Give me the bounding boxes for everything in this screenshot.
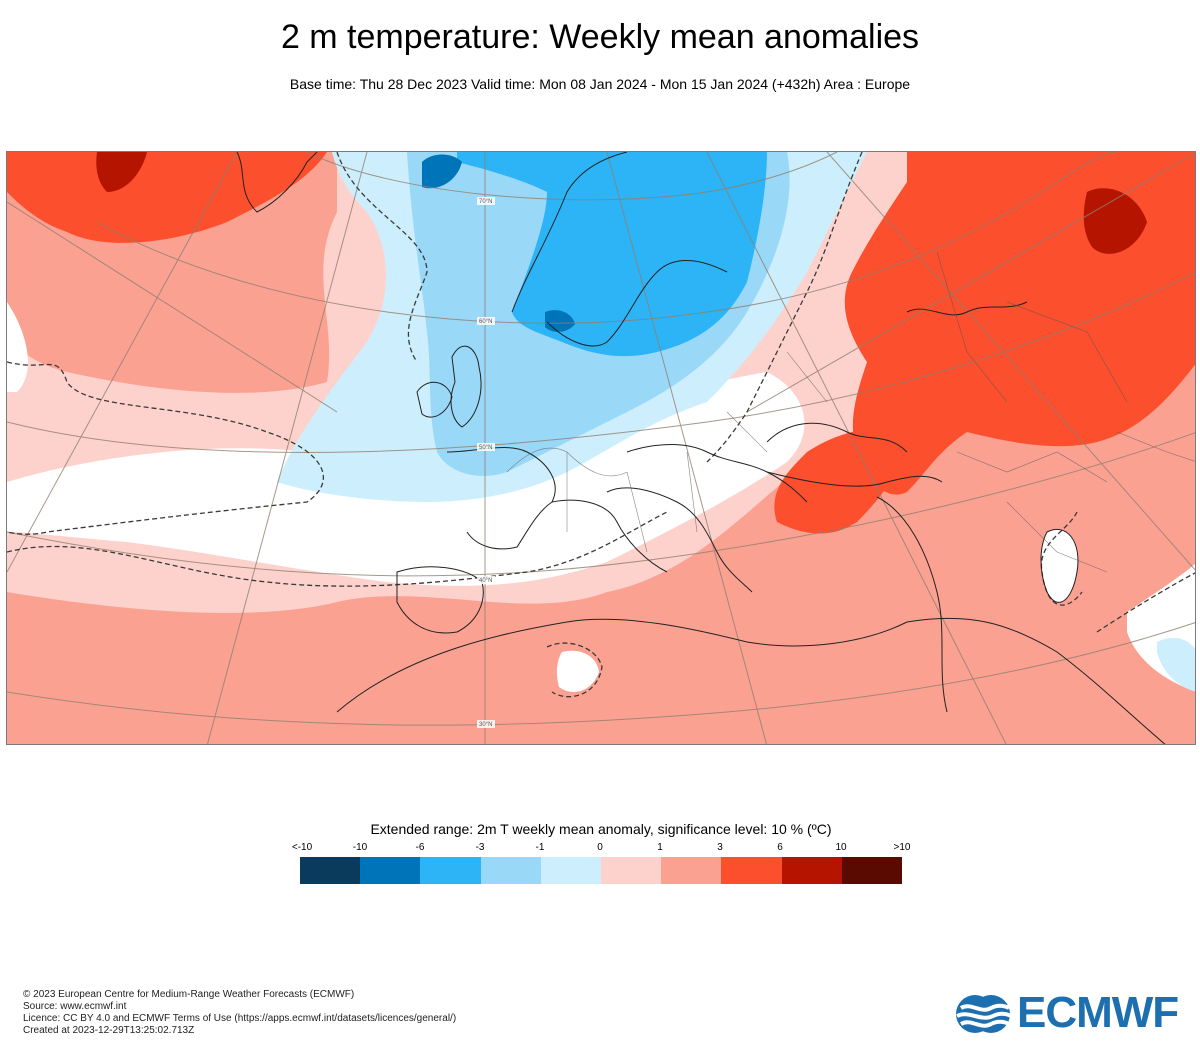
legend-swatch	[300, 857, 361, 884]
anomaly-field-strong-red-greenland	[7, 152, 327, 243]
lat-label-40: 40°N	[479, 578, 492, 584]
footer-licence: Licence: CC BY 4.0 and ECMWF Terms of Us…	[23, 1013, 457, 1024]
ecmwf-logo-icon	[956, 995, 1011, 1033]
legend-swatch	[480, 857, 541, 884]
color-legend: <-10 -10 -6 -3 -1 0 1 3 6 10 >10	[292, 840, 910, 886]
anomaly-field-dark-blue-patch-2	[545, 310, 575, 332]
legend-label: 0	[597, 842, 603, 853]
lat-label-70-bg	[477, 197, 495, 205]
lat-label-30: 30°N	[479, 722, 492, 728]
legend-swatch	[781, 857, 842, 884]
legend-label: 3	[717, 842, 723, 853]
footer-created: Created at 2023-12-29T13:25:02.713Z	[23, 1025, 195, 1036]
footer-credits: © 2023 European Centre for Medium-Range …	[23, 989, 456, 1037]
legend-title: Extended range: 2m T weekly mean anomaly…	[370, 821, 832, 837]
legend-label: 6	[777, 842, 783, 853]
lat-label-30-bg	[477, 720, 495, 728]
chart-title: 2 m temperature: Weekly mean anomalies	[280, 18, 920, 56]
footer-copyright: © 2023 European Centre for Medium-Range …	[23, 989, 355, 1000]
lat-label-40-bg	[477, 576, 495, 584]
lat-label-70: 70°N	[479, 199, 492, 205]
legend-label: 10	[835, 842, 847, 853]
legend-label: -6	[415, 842, 425, 853]
ecmwf-logo: ECMWF	[955, 988, 1185, 1037]
legend-label: -1	[535, 842, 545, 853]
legend-label: >10	[893, 842, 911, 853]
lat-label-60: 60°N	[479, 319, 492, 325]
anomaly-field-dark-blue-patch	[422, 154, 462, 189]
lat-label-50-bg	[477, 443, 495, 451]
anomaly-map-svg: 70°N 60°N 50°N 40°N 30°N	[7, 152, 1195, 744]
legend-swatch	[841, 857, 903, 884]
lat-label-50: 50°N	[479, 445, 492, 451]
legend-swatch	[540, 857, 602, 884]
anomaly-map: 70°N 60°N 50°N 40°N 30°N	[6, 151, 1196, 745]
legend-label: -3	[475, 842, 485, 853]
chart-subtitle: Base time: Thu 28 Dec 2023 Valid time: M…	[289, 76, 911, 92]
ecmwf-logo-text: ECMWF	[1017, 988, 1179, 1037]
legend-label: <-10	[291, 842, 313, 853]
anomaly-field-white-west	[7, 302, 28, 392]
footer-source: Source: www.ecmwf.int	[23, 1001, 127, 1012]
anomaly-field-strong-red-turkey	[774, 428, 907, 534]
legend-label: 1	[657, 842, 663, 853]
legend-label: -10	[352, 842, 368, 853]
anomaly-field-blue-east	[1157, 637, 1195, 692]
legend-swatch	[360, 857, 421, 884]
lat-label-60-bg	[477, 317, 495, 325]
anomaly-field-very-strong-red-greenland	[96, 152, 147, 192]
anomaly-field-blue	[457, 152, 767, 357]
legend-swatch	[601, 857, 662, 884]
legend-swatch	[661, 857, 722, 884]
anomaly-field-white-caspian	[1041, 529, 1078, 603]
legend-color-bar	[300, 857, 903, 884]
anomaly-field-white-algeria	[556, 650, 599, 692]
legend-swatch	[721, 857, 782, 884]
legend-swatch	[420, 857, 481, 884]
anomaly-field-very-strong-red-russia	[1083, 188, 1147, 254]
